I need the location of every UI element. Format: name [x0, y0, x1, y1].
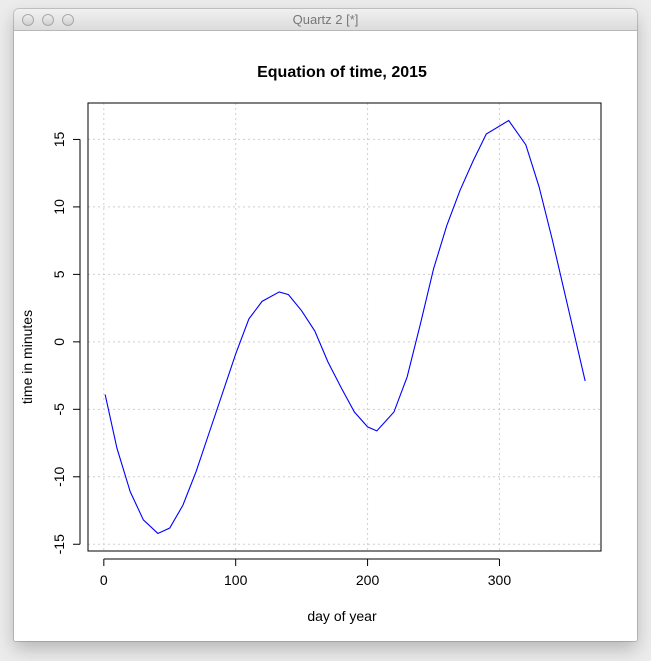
axes: 0 100 200 300 -15 -10 -5 0 5 10 15	[51, 131, 511, 588]
x-tick-label: 300	[488, 572, 512, 588]
x-tick-label: 200	[356, 572, 380, 588]
x-tick-label: 100	[224, 572, 248, 588]
equation-of-time-chart: 0 100 200 300 -15 -10 -5 0 5 10 15 Equation of tim…	[19, 64, 602, 624]
y-tick-label: 5	[51, 270, 67, 278]
plot-window: Quartz 2 [*] 0 100 200 300 -15 -10 -5 0 5 10 15 Eq…	[14, 9, 637, 641]
equation-of-time-series-line	[104, 119, 586, 535]
minimize-window-button[interactable]	[42, 14, 54, 26]
y-tick-label: -5	[51, 403, 67, 416]
zoom-window-button[interactable]	[62, 14, 74, 26]
plot-frame	[87, 102, 602, 552]
series-data-points	[104, 120, 586, 535]
close-window-button[interactable]	[22, 14, 34, 26]
plot-canvas-area: 0 100 200 300 -15 -10 -5 0 5 10 15 Equation of tim…	[14, 31, 637, 641]
y-tick-label: 15	[51, 131, 67, 147]
y-tick-label: 0	[51, 338, 67, 346]
x-axis-label: day of year	[307, 608, 377, 624]
chart-title: Equation of time, 2015	[257, 64, 427, 81]
y-tick-label: 10	[51, 199, 67, 215]
y-tick-label: -15	[51, 534, 67, 554]
y-tick-label: -10	[51, 466, 67, 486]
y-axis-label: time in minutes	[19, 310, 35, 404]
grid-lines	[88, 103, 601, 551]
window-title: Quartz 2 [*]	[292, 12, 359, 27]
x-tick-label: 0	[100, 572, 108, 588]
window-titlebar[interactable]: Quartz 2 [*]	[14, 9, 637, 31]
